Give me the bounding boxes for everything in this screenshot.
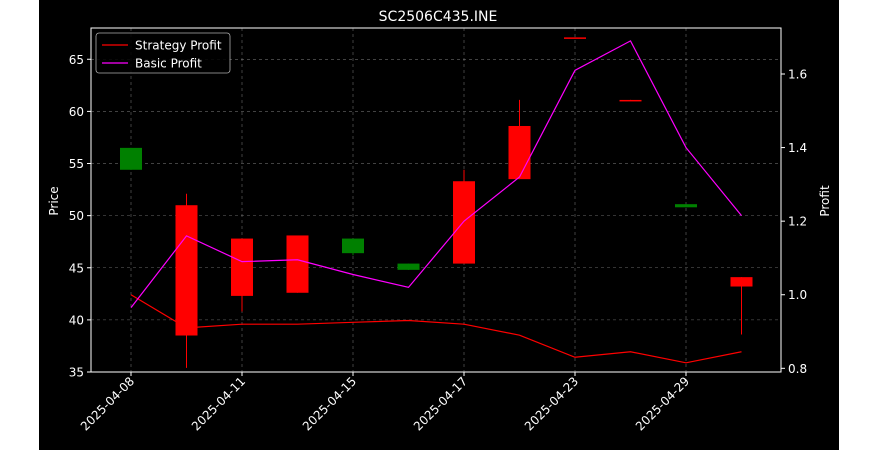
- candle-body: [120, 147, 142, 170]
- profit-lines: [130, 40, 742, 364]
- candle-body: [397, 263, 420, 270]
- candle-body: [730, 277, 753, 287]
- y-tick-label-right: 1.6: [788, 67, 807, 81]
- legend-label: Strategy Profit: [135, 39, 222, 53]
- legend-box: [95, 32, 231, 74]
- series-line-strategy-profit: [130, 294, 742, 364]
- y-axis-label-left: Price: [47, 186, 61, 215]
- candle-body: [564, 37, 586, 39]
- candle-body: [342, 238, 364, 254]
- candle-body: [231, 238, 253, 296]
- y-tick-label-left: 50: [69, 209, 84, 223]
- plot-frame: [90, 27, 782, 373]
- legend: Strategy Profit Basic Profit: [95, 32, 231, 74]
- figure-background: [39, 0, 839, 450]
- candle-body: [286, 235, 309, 293]
- series-line-basic-profit: [130, 40, 742, 308]
- y-axis-label-right: Profit: [818, 185, 832, 217]
- legend-label: Basic Profit: [135, 57, 202, 71]
- y-tick-label-left: 65: [69, 53, 84, 67]
- y-tick-label-left: 35: [69, 366, 84, 380]
- y-tick-label-right: 1.4: [788, 141, 807, 155]
- y-tick-label-right: 1.0: [788, 288, 807, 302]
- candle-body: [508, 125, 531, 180]
- chart-title: SC2506C435.INE: [379, 9, 498, 25]
- candle-body: [453, 181, 475, 264]
- candles: [120, 37, 753, 368]
- y-tick-label-left: 45: [69, 261, 84, 275]
- candle-body: [619, 99, 642, 102]
- y-tick-label-left: 60: [69, 105, 84, 119]
- y-tick-label-left: 40: [69, 313, 84, 327]
- y-tick-label-left: 55: [69, 157, 84, 171]
- candle-body: [175, 205, 198, 336]
- y-tick-label-right: 0.8: [788, 362, 807, 376]
- y-tick-label-right: 1.2: [788, 215, 807, 229]
- candle-body: [675, 204, 697, 208]
